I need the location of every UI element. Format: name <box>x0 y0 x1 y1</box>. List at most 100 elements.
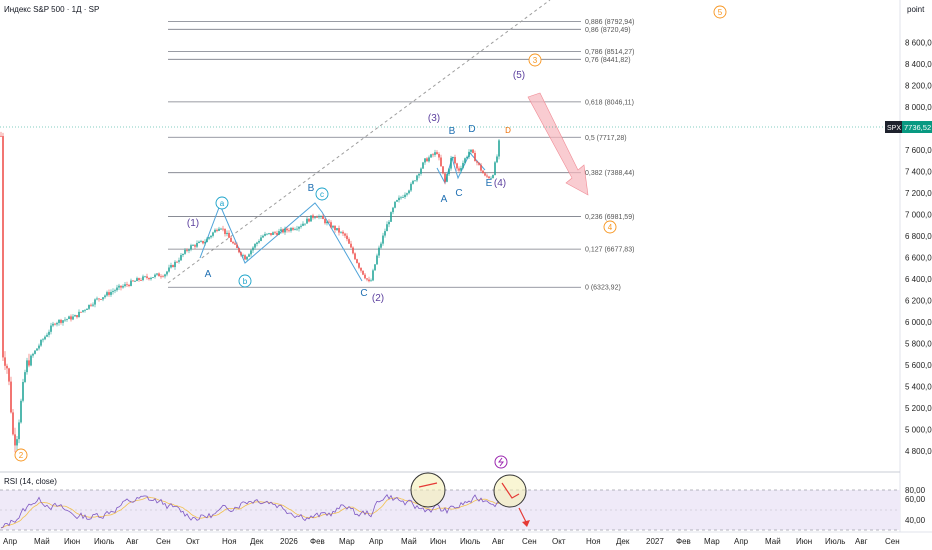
time-tick-label[interactable]: Сен <box>885 537 900 546</box>
candle-body <box>316 216 318 218</box>
time-tick-label[interactable]: Июль <box>825 537 845 546</box>
candle-body <box>32 353 34 356</box>
time-tick-label[interactable]: Мар <box>339 537 355 546</box>
candle-body <box>456 163 458 169</box>
candle-body <box>482 170 484 174</box>
wave-abcde-polyline[interactable] <box>436 152 486 185</box>
rsi-tick-label: 40,00 <box>905 516 926 525</box>
candle-body <box>236 244 238 249</box>
price-scale[interactable] <box>900 0 932 550</box>
candle-body <box>276 232 278 235</box>
time-tick-label[interactable]: Авг <box>855 537 868 546</box>
candle-body <box>490 177 492 179</box>
candle-body <box>178 260 180 262</box>
wave-label-orange-4-circle[interactable] <box>603 220 617 234</box>
candle-body <box>40 339 42 346</box>
time-tick-label[interactable]: Апр <box>369 537 384 546</box>
wave-label-orange-5-circle[interactable] <box>713 5 727 19</box>
candle-body <box>472 149 474 153</box>
candle-body <box>300 225 302 227</box>
time-tick-label[interactable]: Июль <box>94 537 114 546</box>
candle-body <box>320 216 322 217</box>
candle-body <box>428 157 430 162</box>
time-tick-label[interactable]: Фев <box>310 537 325 546</box>
rsi-line[interactable] <box>0 494 500 529</box>
candle-body <box>486 175 488 177</box>
candle-body <box>214 229 216 233</box>
candle-body <box>360 267 362 271</box>
time-tick-label[interactable]: Июн <box>64 537 80 546</box>
time-tick-label[interactable]: Авг <box>126 537 139 546</box>
wave-label-orange-2-circle[interactable] <box>14 448 28 462</box>
candle-body <box>420 168 422 174</box>
wave-label-blue-a-circle[interactable] <box>215 196 229 210</box>
candle-body <box>122 286 124 288</box>
wave-abc-polyline[interactable] <box>199 202 363 282</box>
trend-dotted-line[interactable] <box>167 0 551 284</box>
fib-retracement[interactable]: 0,886 (8792,94)0,86 (8720,49) 0,786 (8514… <box>168 19 634 292</box>
wave-label-blue-c-circle[interactable] <box>315 187 329 201</box>
time-tick-label[interactable]: Май <box>34 537 50 546</box>
candle-body <box>162 276 164 278</box>
time-tick-label[interactable]: Июль <box>460 537 480 546</box>
candle-body <box>24 372 26 382</box>
rsi-divergence-circle-1[interactable] <box>410 472 446 508</box>
time-tick-label[interactable]: Апр <box>3 537 18 546</box>
candle-body <box>240 252 242 256</box>
candle-body <box>312 215 314 218</box>
time-tick-label[interactable]: Дек <box>250 537 264 546</box>
candle-body <box>494 162 496 176</box>
price-tick-label: 7 000,00 <box>905 210 932 219</box>
rsi-divergence-circle-2[interactable] <box>493 474 527 508</box>
time-tick-label[interactable]: Окт <box>186 537 200 546</box>
candle-body <box>184 249 186 254</box>
time-tick-label[interactable]: Мар <box>704 537 720 546</box>
candle-body <box>152 277 154 278</box>
candle-body <box>444 173 446 182</box>
time-tick-label[interactable]: Июн <box>430 537 446 546</box>
candle-body <box>348 239 350 244</box>
candle-body <box>124 284 126 287</box>
candle-body <box>340 231 342 233</box>
time-tick-label[interactable]: Апр <box>734 537 749 546</box>
time-tick-label[interactable]: 2027 <box>646 537 664 546</box>
time-tick-label[interactable]: Фев <box>676 537 691 546</box>
wave-label-orange-3-circle[interactable] <box>528 53 542 67</box>
candle-body <box>446 174 448 182</box>
time-tick-label[interactable]: Ноя <box>586 537 601 546</box>
time-tick-label[interactable]: Май <box>401 537 417 546</box>
wave-label-blue-b-circle[interactable] <box>238 274 252 288</box>
time-tick-label[interactable]: 2026 <box>280 537 298 546</box>
lightning-icon[interactable] <box>494 455 508 469</box>
time-tick-label[interactable]: Дек <box>616 537 630 546</box>
candle-body <box>104 295 106 298</box>
candle-body <box>308 218 310 222</box>
time-tick-label[interactable]: Сен <box>522 537 537 546</box>
rsi-down-arrow-head <box>522 520 530 527</box>
time-axis-labels[interactable]: Апр Май Июн Июль Авг Сен Окт Ноя Дек 2026 Фев Мар Ап… <box>3 537 900 546</box>
candle-body <box>412 180 414 184</box>
candle-body <box>114 290 116 292</box>
candle-body <box>462 162 464 168</box>
time-tick-label[interactable]: Окт <box>552 537 566 546</box>
candle-body <box>468 151 470 157</box>
candle-body <box>416 175 418 181</box>
projection-arrow[interactable] <box>527 92 589 196</box>
time-tick-label[interactable]: Авг <box>492 537 505 546</box>
wave-label-purple-2: (2) <box>372 293 384 304</box>
candle-body <box>318 216 320 218</box>
candle-body <box>364 274 366 279</box>
time-tick-label[interactable]: Май <box>765 537 781 546</box>
candle-body <box>210 235 212 238</box>
time-tick-label[interactable]: Ноя <box>222 537 237 546</box>
candle-body <box>238 248 240 253</box>
rsi-indicator[interactable] <box>0 494 500 529</box>
candle-body <box>120 285 122 288</box>
time-tick-label[interactable]: Июн <box>796 537 812 546</box>
candle-body <box>376 255 378 265</box>
candle-body <box>298 226 300 229</box>
time-tick-label[interactable]: Сен <box>156 537 171 546</box>
rsi-ma-line[interactable] <box>0 496 499 529</box>
